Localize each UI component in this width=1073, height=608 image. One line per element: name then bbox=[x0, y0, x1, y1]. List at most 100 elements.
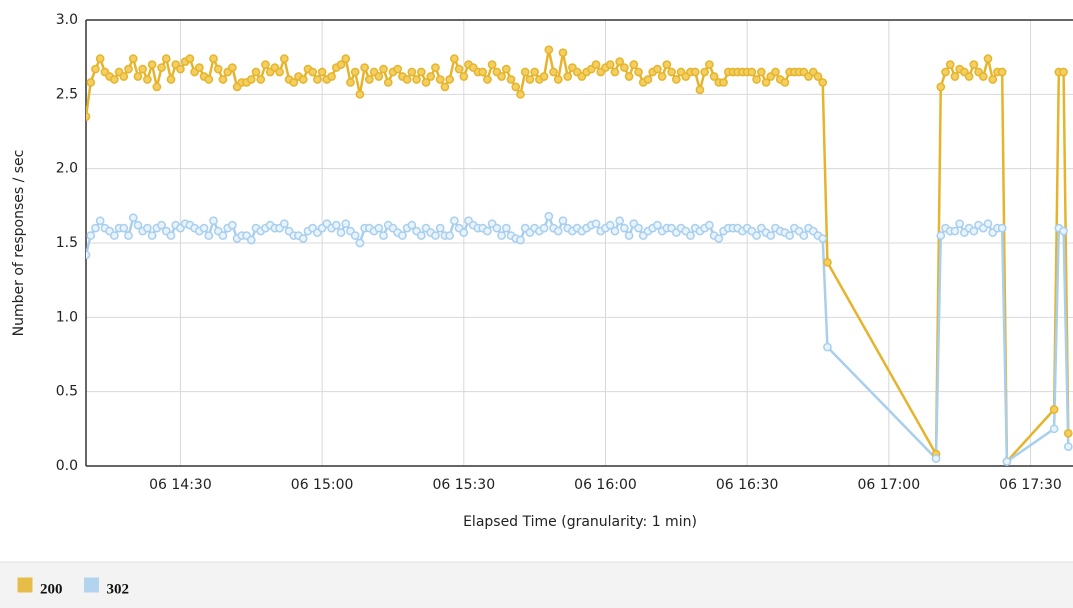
axes: 0.0 0.5 1.0 1.5 2.0 2.5 3.0 06 14:30 06 15:00 06 … bbox=[56, 12, 1073, 493]
data-point bbox=[936, 231, 946, 240]
data-point bbox=[407, 220, 417, 230]
data-point bbox=[119, 72, 129, 81]
data-point bbox=[128, 213, 138, 223]
data-point bbox=[138, 64, 148, 74]
data-point bbox=[690, 67, 700, 77]
data-point bbox=[143, 75, 152, 84]
data-point bbox=[662, 60, 672, 69]
x-tick-label: 06 16:00 bbox=[574, 477, 637, 493]
data-point bbox=[941, 67, 950, 77]
plot-data bbox=[86, 45, 1073, 466]
data-point bbox=[109, 231, 119, 240]
data-point bbox=[431, 63, 440, 72]
data-point bbox=[133, 220, 143, 230]
data-point bbox=[454, 64, 464, 74]
data-point bbox=[176, 64, 185, 74]
data-point bbox=[492, 223, 502, 233]
data-point bbox=[520, 67, 530, 77]
y-tick-label: 2.5 bbox=[56, 86, 78, 102]
data-point bbox=[530, 67, 539, 77]
legend-swatch bbox=[84, 577, 99, 593]
data-point bbox=[969, 226, 979, 236]
y-axis-label: Number of responses / sec bbox=[11, 150, 27, 337]
data-point bbox=[497, 231, 506, 240]
data-point bbox=[605, 220, 615, 230]
series-line bbox=[86, 214, 1070, 463]
data-point bbox=[279, 54, 289, 64]
data-point bbox=[157, 63, 166, 72]
data-point bbox=[686, 231, 695, 240]
data-point bbox=[279, 219, 289, 229]
data-point bbox=[549, 67, 558, 77]
data-point bbox=[398, 231, 407, 240]
data-point bbox=[289, 78, 299, 87]
data-point bbox=[983, 219, 993, 229]
data-point bbox=[407, 67, 417, 77]
data-point bbox=[553, 75, 563, 84]
data-point bbox=[147, 60, 157, 69]
data-point bbox=[308, 67, 318, 77]
series-line bbox=[86, 48, 1070, 463]
data-point bbox=[818, 78, 828, 87]
data-point bbox=[383, 78, 393, 87]
data-point bbox=[823, 257, 832, 267]
data-point bbox=[445, 231, 454, 240]
data-point bbox=[364, 75, 374, 84]
data-point bbox=[997, 67, 1007, 77]
data-point bbox=[298, 234, 308, 243]
data-point bbox=[525, 75, 535, 84]
legend-label: 200 bbox=[40, 581, 63, 597]
data-point bbox=[412, 75, 421, 84]
data-point bbox=[1063, 442, 1073, 452]
data-point bbox=[336, 228, 346, 237]
data-point bbox=[591, 60, 601, 69]
data-point bbox=[450, 54, 459, 64]
data-point bbox=[360, 63, 369, 72]
data-point bbox=[228, 220, 237, 230]
y-tick-label: 1.5 bbox=[56, 235, 78, 251]
data-point bbox=[379, 64, 388, 74]
data-point bbox=[544, 45, 554, 55]
data-point bbox=[516, 89, 525, 99]
grid bbox=[86, 19, 1073, 467]
y-tick-label: 1.0 bbox=[56, 309, 78, 325]
data-point bbox=[313, 75, 322, 84]
data-point bbox=[204, 231, 214, 240]
data-point bbox=[185, 54, 195, 64]
data-point bbox=[615, 57, 624, 66]
data-point bbox=[218, 231, 228, 240]
data-point bbox=[620, 63, 629, 72]
legend: 200 302 bbox=[17, 577, 129, 597]
data-point bbox=[695, 85, 705, 95]
data-point bbox=[298, 75, 308, 84]
data-point bbox=[544, 211, 554, 221]
data-point bbox=[124, 64, 133, 74]
x-axis-label: Elapsed Time (granularity: 1 min) bbox=[463, 514, 697, 530]
data-point bbox=[209, 54, 218, 64]
data-point bbox=[86, 112, 91, 121]
data-point bbox=[563, 72, 573, 81]
data-point bbox=[440, 82, 450, 92]
data-point bbox=[1049, 405, 1059, 414]
data-point bbox=[945, 60, 955, 69]
legend-background bbox=[0, 562, 1073, 608]
data-point bbox=[553, 226, 563, 236]
data-point bbox=[705, 220, 714, 230]
data-point bbox=[445, 75, 454, 84]
data-point bbox=[350, 67, 360, 77]
data-point bbox=[634, 67, 643, 77]
data-point bbox=[501, 64, 511, 74]
data-point bbox=[969, 60, 979, 69]
data-point bbox=[251, 67, 261, 77]
y-tick-label: 0.0 bbox=[56, 458, 78, 474]
data-point bbox=[374, 72, 384, 81]
data-point bbox=[119, 223, 129, 233]
data-point bbox=[86, 231, 96, 240]
data-point bbox=[379, 231, 388, 240]
data-point bbox=[459, 72, 469, 81]
data-point bbox=[629, 60, 639, 69]
data-point bbox=[95, 54, 105, 64]
data-point bbox=[624, 231, 634, 240]
data-point bbox=[931, 454, 941, 463]
data-point bbox=[1059, 226, 1068, 236]
